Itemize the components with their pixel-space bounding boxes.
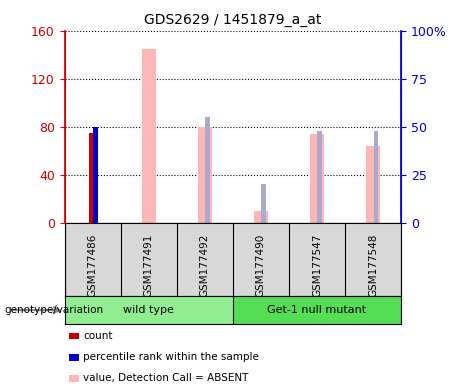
Text: GSM177492: GSM177492 <box>200 233 210 297</box>
Bar <box>89 133 96 223</box>
Bar <box>310 134 324 223</box>
Text: Get-1 null mutant: Get-1 null mutant <box>267 305 366 315</box>
Text: GSM177490: GSM177490 <box>256 233 266 297</box>
Bar <box>318 131 322 223</box>
Bar <box>198 127 212 223</box>
Text: GSM177491: GSM177491 <box>144 233 154 297</box>
Bar <box>65 296 233 324</box>
Text: genotype/variation: genotype/variation <box>5 305 104 315</box>
Text: value, Detection Call = ABSENT: value, Detection Call = ABSENT <box>83 373 248 383</box>
Bar <box>366 146 380 223</box>
Text: GSM177486: GSM177486 <box>88 233 98 297</box>
Bar <box>93 127 98 223</box>
Text: GSM177547: GSM177547 <box>312 233 322 297</box>
Bar <box>142 49 156 223</box>
Text: wild type: wild type <box>123 305 174 315</box>
Bar <box>261 184 266 223</box>
Title: GDS2629 / 1451879_a_at: GDS2629 / 1451879_a_at <box>144 13 321 27</box>
Bar <box>373 131 378 223</box>
Bar <box>233 296 401 324</box>
Text: percentile rank within the sample: percentile rank within the sample <box>83 352 259 362</box>
Bar <box>254 211 268 223</box>
Text: GSM177548: GSM177548 <box>368 233 378 297</box>
Bar <box>205 117 210 223</box>
Text: count: count <box>83 331 112 341</box>
